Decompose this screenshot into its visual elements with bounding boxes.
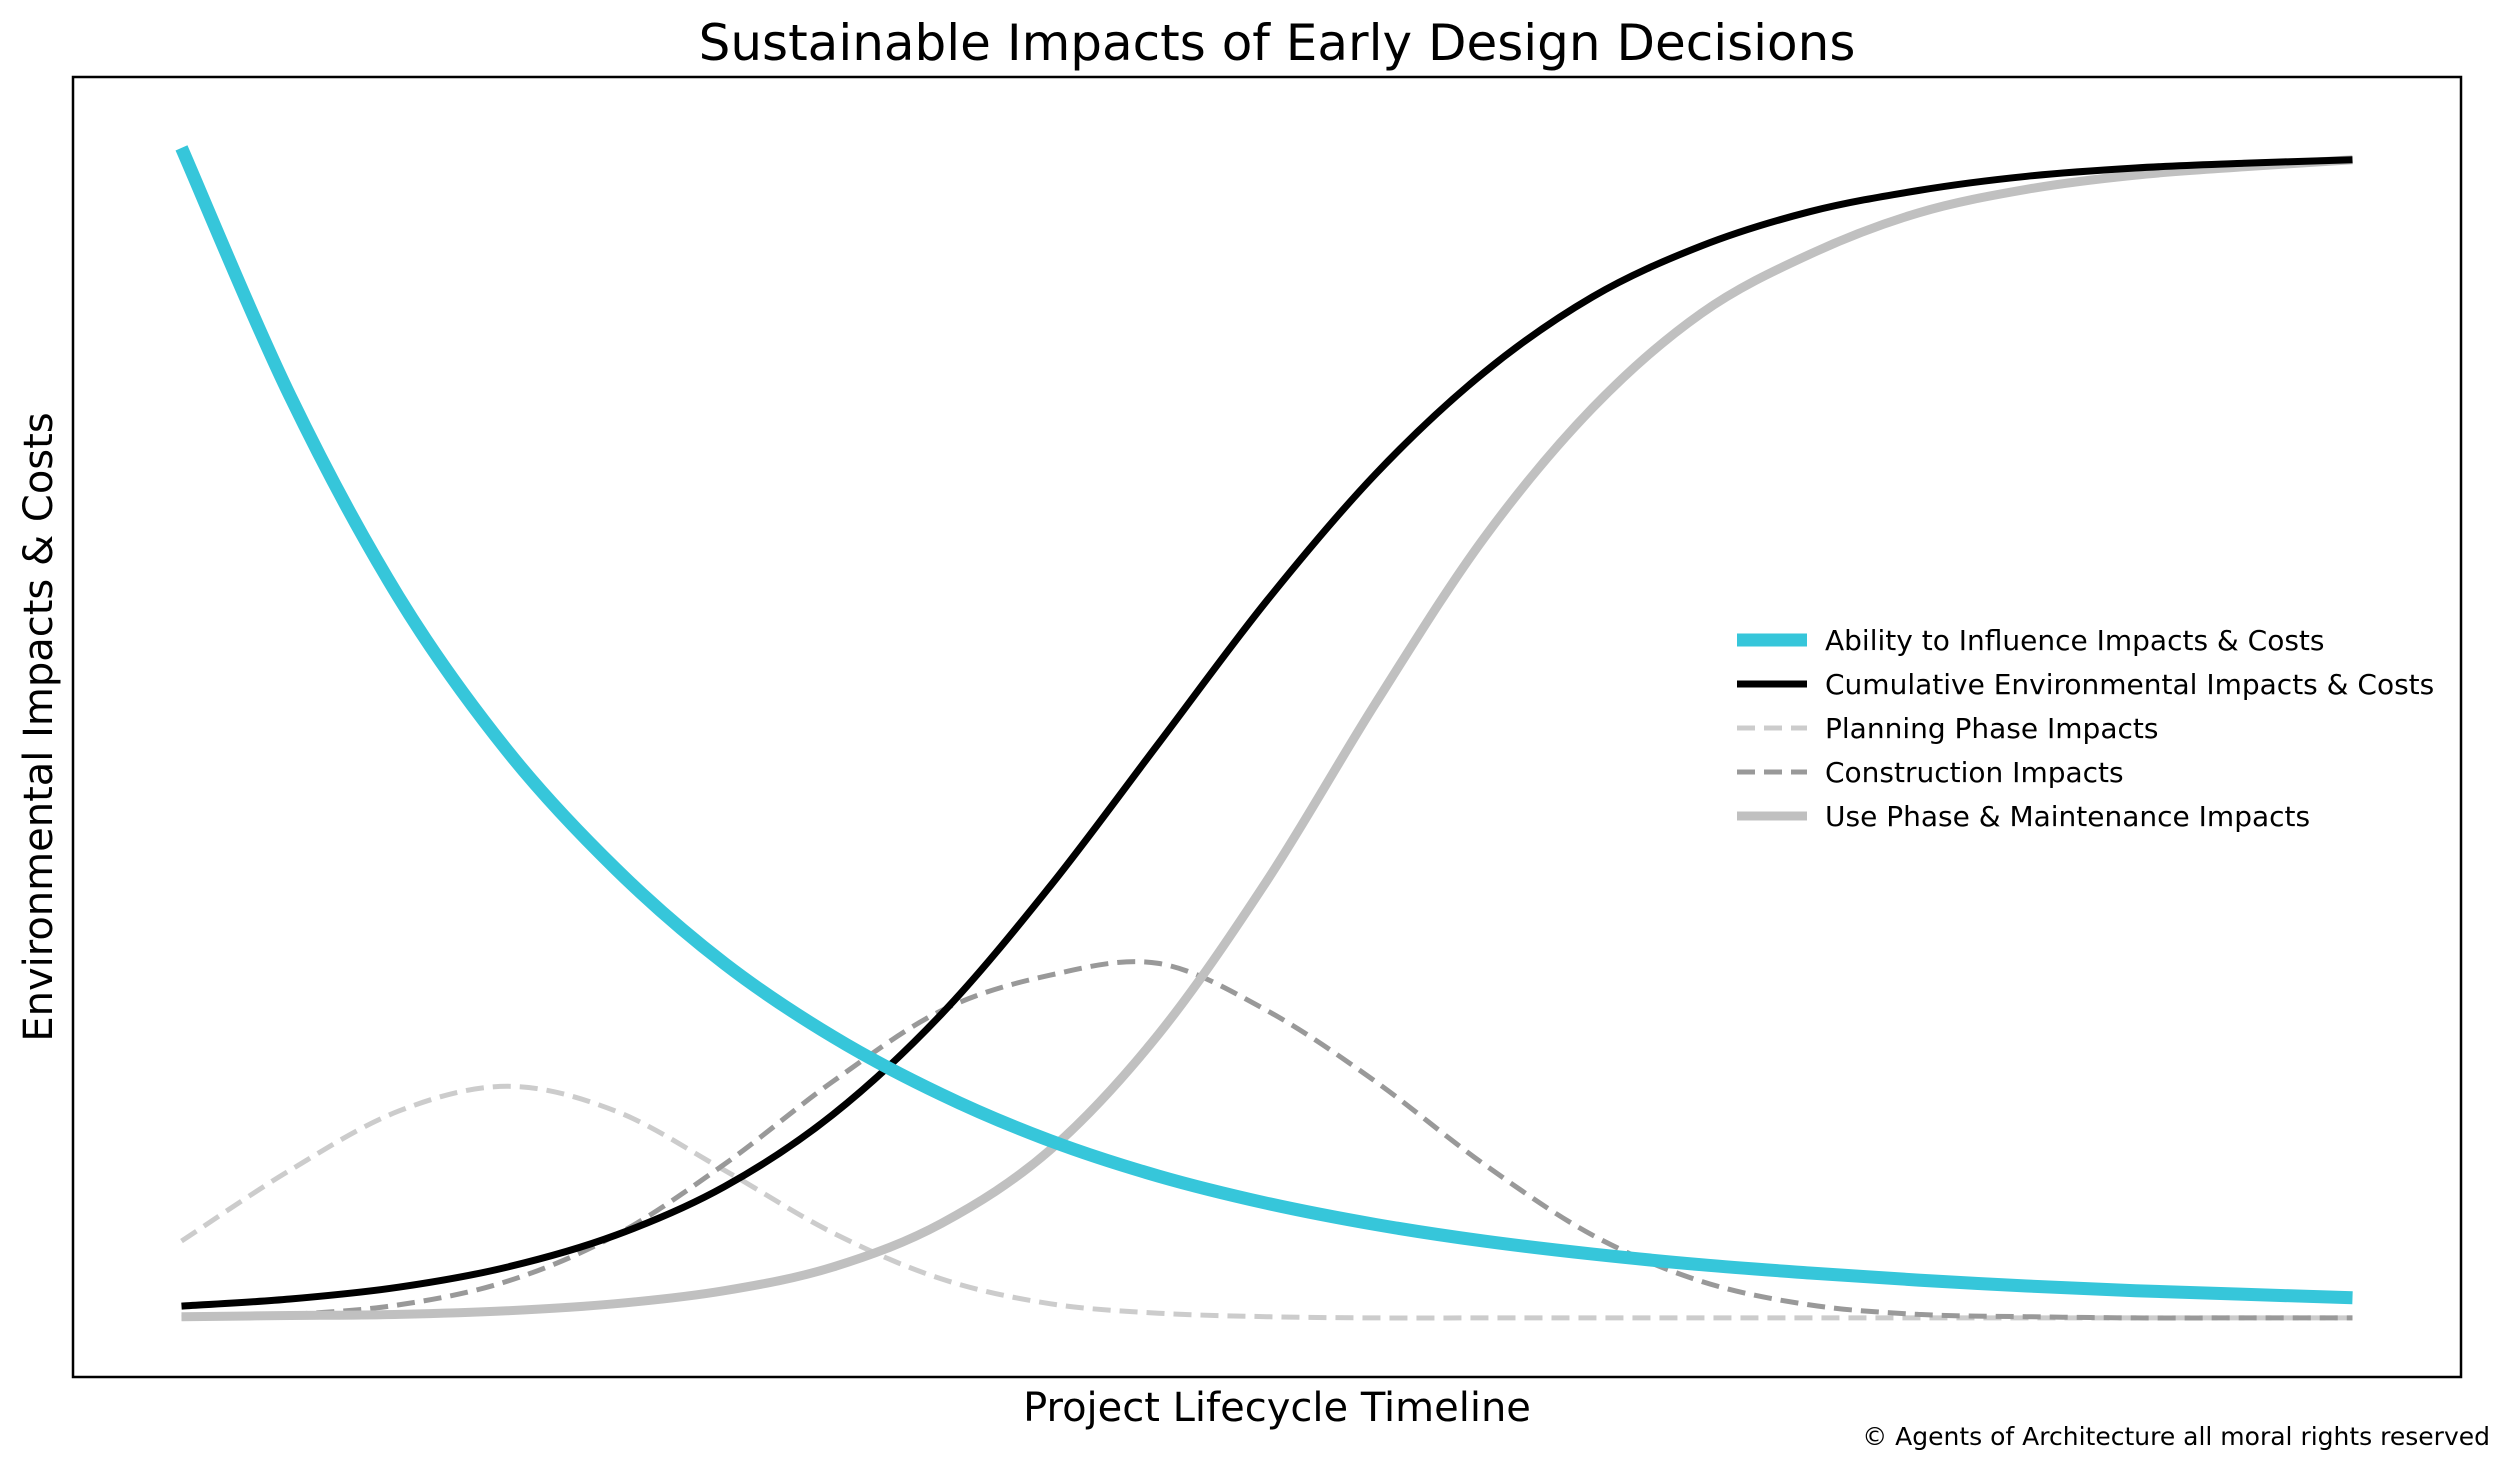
plot-frame (71, 75, 2463, 1379)
series-line-planning-phase-impacts (180, 1083, 2353, 1321)
legend-label-construction-impacts: Construction Impacts (1825, 756, 2124, 789)
x-axis-label: Project Lifecycle Timeline (1023, 1385, 1531, 1431)
legend-label-use-phase-and-maintenance-impacts: Use Phase & Maintenance Impacts (1825, 800, 2310, 833)
copyright-notice: © Agents of Architecture all moral right… (1862, 1422, 2490, 1451)
legend-label-cumulative-environmental-impacts-and-costs: Cumulative Environmental Impacts & Costs (1825, 668, 2434, 701)
series-line-construction-impacts (181, 959, 2353, 1321)
series-line-ability-to-influence-impacts-and-costs (175, 145, 2353, 1305)
series-line-use-phase-and-maintenance-impacts (181, 155, 2353, 1322)
series-line-cumulative-environmental-impacts-and-costs (181, 156, 2353, 1310)
y-axis-label: Environmental Impacts & Costs (16, 412, 62, 1041)
legend-label-planning-phase-impacts: Planning Phase Impacts (1825, 712, 2158, 745)
legend-label-ability-to-influence-impacts-and-costs: Ability to Influence Impacts & Costs (1825, 624, 2325, 657)
chart-title: Sustainable Impacts of Early Design Deci… (699, 14, 1856, 72)
legend: Ability to Influence Impacts & Costs Cumu… (1737, 624, 2434, 833)
series-layer (175, 145, 2353, 1322)
